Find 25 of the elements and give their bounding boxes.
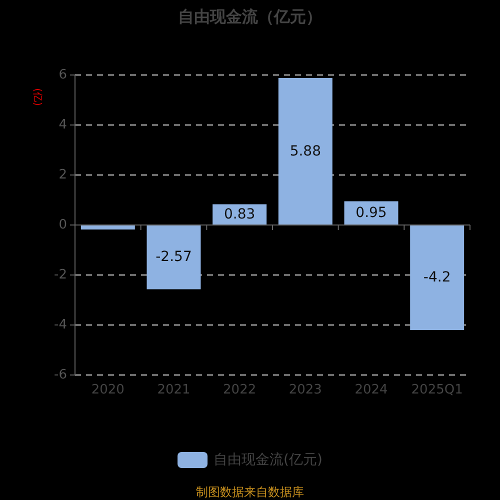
x-tick-label: 2024 [354,382,388,398]
y-tick-label: -2 [54,268,67,282]
x-tick-label: 2022 [223,382,256,398]
y-tick-label: 0 [58,218,67,232]
y-tick-label: 4 [58,118,67,132]
data-label: 0.83 [224,206,256,223]
x-tick-label: 2023 [288,382,322,398]
legend-label: 自由现金流(亿元) [214,452,322,468]
y-tick-label: 2 [58,168,67,182]
y-tick-label: -4 [54,318,67,332]
chart-title: 自由现金流（亿元） [178,7,322,26]
bar [410,225,464,330]
text: 制图数据来自数据库 [196,485,304,499]
y-axis-title: (亿) [32,88,42,106]
data-label: 5.88 [290,144,322,160]
data-label: -4.2 [423,270,451,286]
bar [146,225,201,290]
data-label: -2.57 [156,249,192,266]
bar [278,78,332,225]
y-tick-label: 6 [58,68,67,82]
x-tick-label: 2020 [91,382,124,398]
x-tick-label: 2021 [157,382,190,398]
data-label: 0.95 [356,205,387,222]
y-tick-label: -6 [54,368,67,382]
x-tick-label: 2025Q1 [411,382,463,398]
